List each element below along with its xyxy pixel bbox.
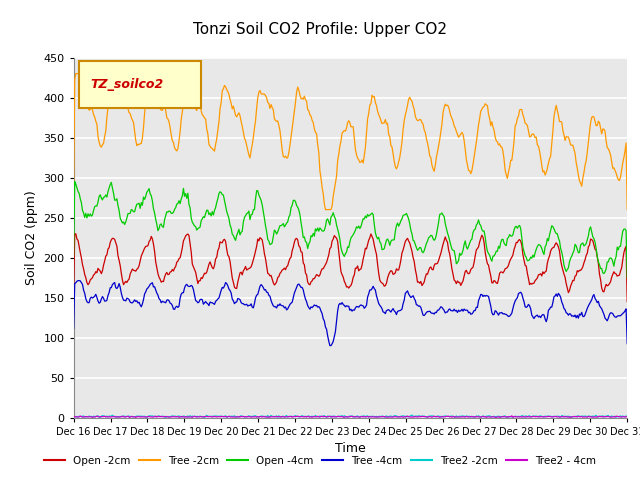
FancyBboxPatch shape: [79, 61, 201, 108]
Y-axis label: Soil CO2 (ppm): Soil CO2 (ppm): [25, 190, 38, 285]
Legend: Open -2cm, Tree -2cm, Open -4cm, Tree -4cm, Tree2 -2cm, Tree2 - 4cm: Open -2cm, Tree -2cm, Open -4cm, Tree -4…: [40, 452, 600, 470]
X-axis label: Time: Time: [335, 442, 366, 455]
Text: Tonzi Soil CO2 Profile: Upper CO2: Tonzi Soil CO2 Profile: Upper CO2: [193, 22, 447, 36]
Text: TZ_soilco2: TZ_soilco2: [90, 78, 163, 91]
